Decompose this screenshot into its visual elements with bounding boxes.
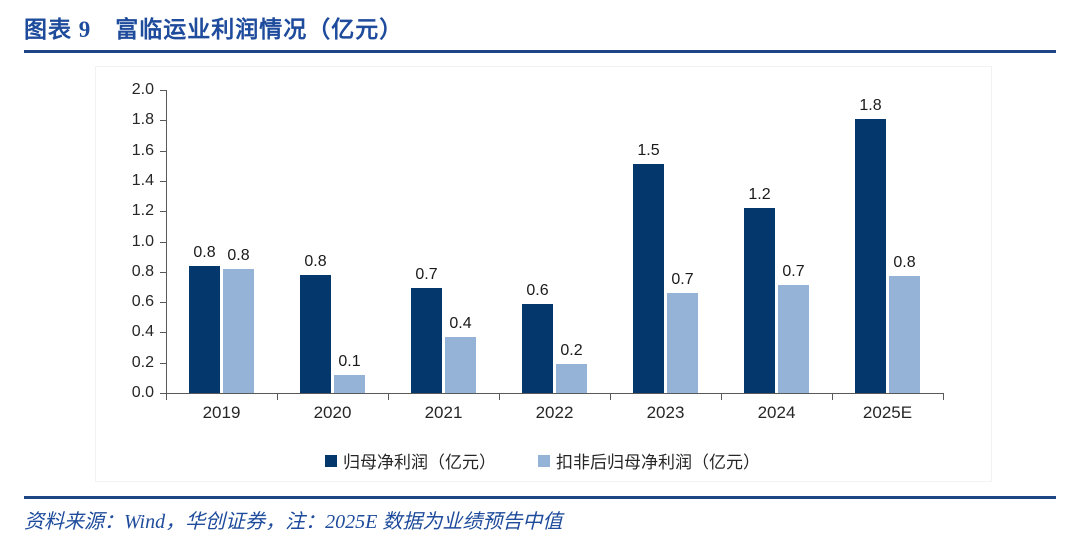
source-note: 资料来源：Wind，华创证券，注：2025E 数据为业绩预告中值 bbox=[24, 511, 563, 533]
legend-swatch-icon bbox=[538, 454, 550, 467]
bar-adjusted-net-profit bbox=[667, 293, 698, 393]
bar-value-label: 1.8 bbox=[859, 96, 882, 114]
y-axis-tick-label: 1.6 bbox=[131, 141, 154, 159]
bar-adjusted-net-profit bbox=[778, 285, 809, 393]
x-axis-category-label: 2023 bbox=[646, 403, 685, 422]
y-axis-tick-label: 2.0 bbox=[131, 81, 154, 98]
bar-value-label: 0.1 bbox=[338, 352, 361, 370]
x-axis-category-label: 2019 bbox=[202, 403, 241, 422]
bar-value-label: 0.8 bbox=[227, 246, 250, 264]
bar-value-label: 0.8 bbox=[304, 252, 327, 270]
legend-label: 归母净利润（亿元） bbox=[343, 453, 496, 472]
y-axis-tick-label: 0.2 bbox=[131, 353, 154, 371]
bar-adjusted-net-profit bbox=[334, 374, 365, 393]
x-axis-tick-mark bbox=[277, 394, 278, 400]
x-axis-category-label: 2020 bbox=[313, 403, 352, 422]
bar-value-label: 0.4 bbox=[449, 314, 472, 332]
legend-label: 扣非后归母净利润（亿元） bbox=[556, 453, 760, 472]
bar-value-label: 1.5 bbox=[637, 142, 660, 160]
x-axis-category-label: 2024 bbox=[757, 403, 796, 422]
bar-value-label: 0.2 bbox=[560, 342, 583, 360]
x-axis-tick-mark bbox=[388, 394, 389, 400]
y-axis-tick-mark bbox=[160, 271, 166, 273]
y-axis-tick-mark bbox=[160, 393, 166, 394]
bar-value-label: 0.8 bbox=[893, 254, 916, 272]
y-axis-tick-mark bbox=[160, 332, 166, 334]
chart-legend: 归母净利润（亿元） 扣非后归母净利润（亿元） bbox=[95, 448, 990, 473]
legend-item: 归母净利润（亿元） bbox=[325, 448, 496, 473]
y-axis-tick-mark bbox=[160, 120, 166, 122]
bar-value-label: 0.8 bbox=[193, 243, 216, 261]
bar-adjusted-net-profit bbox=[445, 336, 476, 393]
y-axis-tick-label: 1.2 bbox=[131, 202, 154, 220]
bar-net-profit bbox=[189, 265, 220, 393]
bar-net-profit bbox=[300, 274, 331, 393]
y-axis-tick-mark bbox=[160, 241, 166, 243]
plot-area bbox=[166, 90, 944, 394]
y-axis-tick-label: 1.8 bbox=[131, 111, 154, 129]
legend-swatch-icon bbox=[325, 454, 337, 467]
y-axis-tick-label: 0.0 bbox=[131, 384, 154, 401]
bar-net-profit bbox=[855, 118, 886, 393]
bar-value-label: 0.6 bbox=[526, 281, 549, 299]
bar-adjusted-net-profit bbox=[889, 276, 920, 393]
y-axis-tick-mark bbox=[160, 150, 166, 152]
x-axis-category-label: 2021 bbox=[424, 403, 463, 422]
bar-net-profit bbox=[522, 303, 553, 393]
bar-net-profit bbox=[744, 208, 775, 393]
title-divider bbox=[24, 50, 1056, 53]
y-axis-tick-mark bbox=[160, 90, 166, 91]
y-axis-tick-label: 1.0 bbox=[131, 232, 154, 250]
x-axis-category-label: 2025E bbox=[862, 403, 913, 422]
x-axis-tick-mark bbox=[721, 394, 722, 400]
bar-net-profit bbox=[411, 288, 442, 393]
bar-value-label: 0.7 bbox=[782, 263, 805, 281]
y-axis-tick-label: 0.8 bbox=[131, 262, 154, 280]
legend-item: 扣非后归母净利润（亿元） bbox=[538, 448, 760, 473]
y-axis-tick-mark bbox=[160, 362, 166, 364]
x-axis-tick-mark bbox=[832, 394, 833, 400]
bar-net-profit bbox=[633, 164, 664, 393]
x-axis-tick-mark bbox=[610, 394, 611, 400]
bar-value-label: 0.7 bbox=[671, 271, 694, 288]
x-axis-tick-mark bbox=[166, 394, 167, 400]
bar-adjusted-net-profit bbox=[556, 364, 587, 393]
bar-value-label: 1.2 bbox=[748, 186, 771, 204]
y-axis-tick-label: 0.4 bbox=[131, 323, 154, 341]
bar-value-label: 0.7 bbox=[415, 266, 438, 284]
y-axis-tick-label: 1.4 bbox=[131, 171, 154, 189]
x-axis-tick-mark bbox=[943, 394, 944, 400]
figure-title: 图表 9 富临运业利润情况（亿元） bbox=[24, 17, 404, 42]
bar-adjusted-net-profit bbox=[223, 268, 254, 393]
x-axis-category-label: 2022 bbox=[535, 403, 574, 422]
y-axis-tick-label: 0.6 bbox=[131, 293, 154, 311]
y-axis-tick-mark bbox=[160, 302, 166, 304]
y-axis-tick-mark bbox=[160, 180, 166, 182]
footer-divider bbox=[24, 496, 1056, 499]
x-axis-tick-mark bbox=[499, 394, 500, 400]
y-axis-tick-mark bbox=[160, 211, 166, 213]
